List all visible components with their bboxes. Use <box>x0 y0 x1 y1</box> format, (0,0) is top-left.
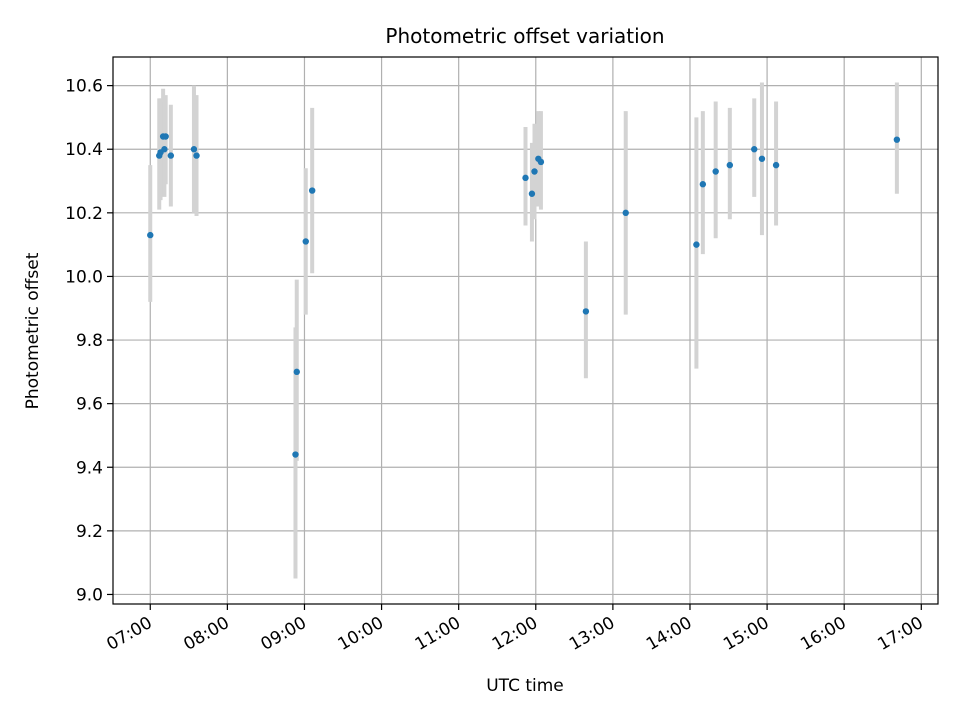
data-point <box>772 161 780 169</box>
data-point <box>531 168 538 175</box>
y-tick-label: 10.0 <box>65 267 103 287</box>
data-point <box>190 146 198 153</box>
plot-frame <box>112 56 939 605</box>
data-point <box>693 241 700 248</box>
data-point <box>699 181 707 188</box>
y-tick-label: 10.2 <box>65 204 103 224</box>
data-point <box>162 133 169 140</box>
y-tick-label: 10.4 <box>65 140 103 160</box>
data-point <box>712 168 719 175</box>
data-point <box>292 451 299 458</box>
x-axis: 07:00 08:00 09:00 10:00 11:00 12:00 13:00 14:00… <box>103 604 927 655</box>
chart-title: Photometric offset variation <box>385 24 664 48</box>
data-point <box>167 152 175 159</box>
y-tick-label: 9.4 <box>76 458 103 478</box>
data-point <box>522 174 529 182</box>
y-tick-label: 9.0 <box>76 585 103 605</box>
y-axis-title: Photometric offset <box>23 252 43 409</box>
data-point <box>302 238 309 245</box>
y-tick-label: 9.6 <box>76 395 103 415</box>
data-point <box>751 146 758 153</box>
data-points <box>147 133 901 458</box>
data-point <box>193 152 200 159</box>
y-tick-label: 9.2 <box>76 522 103 542</box>
data-point <box>582 308 590 315</box>
x-axis-title: UTC time <box>486 676 564 696</box>
data-point <box>622 209 629 217</box>
data-point <box>147 231 154 239</box>
data-point <box>726 161 734 169</box>
data-point <box>293 368 300 376</box>
y-tick-label: 10.6 <box>65 77 103 97</box>
data-point <box>758 155 766 162</box>
y-axis: 9.0 9.2 9.4 9.6 9.8 10.0 10.2 10.4 10.6 <box>65 77 113 605</box>
data-point <box>161 146 168 153</box>
y-tick-label: 9.8 <box>76 331 103 351</box>
data-point <box>893 136 901 143</box>
data-point <box>308 187 316 194</box>
data-point <box>537 158 545 166</box>
data-point <box>528 190 536 197</box>
